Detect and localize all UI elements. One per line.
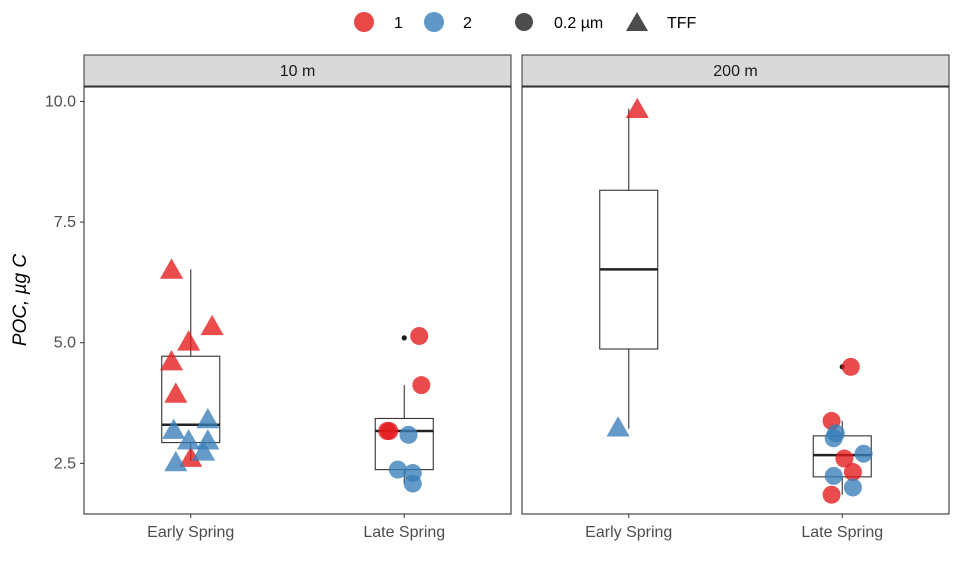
legend-color-2-swatch <box>424 12 444 32</box>
data-point-triangle <box>177 330 201 351</box>
data-point-circle <box>378 422 397 441</box>
box-outlier <box>401 335 407 341</box>
panel-background <box>84 87 511 514</box>
strip-background <box>83 54 512 87</box>
legend-circle-swatch <box>515 13 533 31</box>
legend-color-1-label: 1 <box>394 15 403 32</box>
legend-shape-triangle: TFF <box>626 12 697 32</box>
data-point-circle <box>822 485 841 504</box>
data-point-circle <box>854 444 873 463</box>
data-point-circle <box>824 429 843 448</box>
y-tick-label: 5.0 <box>54 335 76 352</box>
data-point-circle <box>843 478 862 497</box>
data-point-triangle <box>196 407 220 429</box>
legend-color-2-label: 2 <box>463 15 472 32</box>
data-point-triangle <box>159 258 184 279</box>
panel-2: 200 m Early Spring Late Spring <box>521 54 950 541</box>
panels: 10 m Early Spring Late Spring 2.5 5.0 7.5 10.0… <box>45 54 950 541</box>
panel-border <box>521 86 950 515</box>
strip-background <box>521 54 950 87</box>
legend-color-2: 2 <box>424 12 472 32</box>
legend-color-1: 1 <box>354 12 403 32</box>
legend-color-1-swatch <box>354 12 374 32</box>
data-point-circle <box>388 460 407 479</box>
panel-1: 10 m Early Spring Late Spring 2.5 5.0 7.5 10.0 <box>45 54 512 541</box>
data-point-circle <box>410 326 429 345</box>
strip-label: 10 m <box>280 63 316 80</box>
data-point-triangle <box>192 440 216 461</box>
data-point-triangle <box>164 382 188 403</box>
data-point-circle <box>835 449 854 468</box>
data-point-triangle <box>164 450 188 472</box>
data-point-circle <box>843 463 862 482</box>
panel-background <box>522 87 949 514</box>
x-tick-label: Late Spring <box>801 524 883 541</box>
y-axis-title: POC, µg C <box>10 254 31 347</box>
data-point-triangle <box>177 429 201 450</box>
data-point-triangle <box>625 97 649 119</box>
data-point-triangle <box>162 418 186 439</box>
strip-label: 200 m <box>713 63 757 80</box>
data-point-triangle <box>179 446 203 467</box>
data-point-circle <box>841 357 860 376</box>
data-point-triangle <box>159 350 184 371</box>
data-point-triangle <box>200 314 224 336</box>
legend-shape-circle-label: 0.2 µm <box>554 15 603 32</box>
legend: 1 2 0.2 µm TFF <box>354 12 697 32</box>
y-tick-label: 10.0 <box>45 93 76 110</box>
data-point-triangle <box>606 416 630 437</box>
x-tick-label: Late Spring <box>363 524 445 541</box>
x-tick-label: Early Spring <box>585 524 672 541</box>
data-point-circle <box>403 474 422 493</box>
panel-border <box>83 86 512 515</box>
data-point-circle <box>399 425 418 444</box>
y-tick-label: 7.5 <box>54 214 76 231</box>
legend-shape-triangle-label: TFF <box>667 15 697 32</box>
legend-shape-circle: 0.2 µm <box>515 13 603 32</box>
data-point-circle <box>824 466 843 485</box>
box-1 <box>599 108 659 429</box>
x-tick-label: Early Spring <box>147 524 234 541</box>
legend-triangle-swatch <box>626 12 648 31</box>
data-point-circle <box>412 376 431 395</box>
y-tick-label: 2.5 <box>54 455 76 472</box>
